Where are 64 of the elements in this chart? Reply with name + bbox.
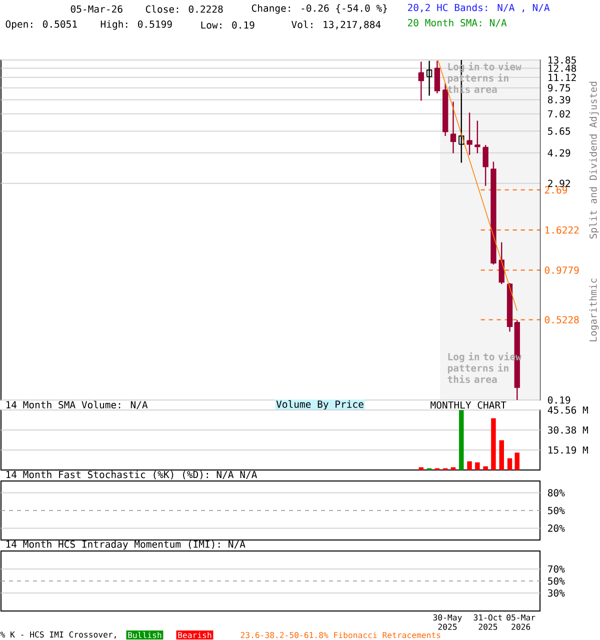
bar [491, 418, 496, 470]
text: Volume By Price [276, 400, 364, 410]
chart-title: 14 Month HCS Intraday Momentum (IMI): N/A [6, 540, 246, 550]
candlestick [482, 144, 488, 186]
y-axis-title: Split and Dividend Adjusted [589, 82, 599, 238]
chart-title: 14 Month SMA Volume: N/A [6, 400, 148, 410]
text: Vol: 13,217,884 [292, 20, 381, 30]
ref-line-label: 1.6222 [545, 226, 579, 234]
y-tick-label: 8.39 [548, 96, 570, 104]
ref-line-label: 0.9779 [544, 266, 579, 274]
y-tick-label: 5.65 [548, 127, 570, 135]
y-tick-label: 13.85 [548, 56, 576, 64]
x-tick-label: 05-Mar 2026 [506, 614, 536, 630]
y-tick-label: 9.75 [548, 84, 570, 92]
text: MONTHLY CHART [430, 401, 506, 409]
x-tick-label: 31-Oct 2025 [474, 614, 502, 630]
bar [467, 461, 472, 470]
y-tick-label: 45.56 M [548, 406, 588, 414]
y-tick-label: 50% [548, 506, 565, 514]
candlestick [434, 60, 440, 94]
chart-title: 14 Month Fast Stochastic (%K) (%D): N/A N/A [6, 470, 258, 480]
y-tick-label: 30% [548, 589, 565, 597]
text: 05-Mar-26 [70, 5, 122, 13]
text: Low: 0.19 [201, 21, 254, 29]
text: Bearish [178, 632, 212, 638]
bar [459, 410, 464, 470]
y-tick-label: 12.48 [548, 64, 576, 72]
ref-line-label: 2.69 [544, 186, 568, 194]
bar [483, 466, 488, 470]
bar [450, 467, 456, 470]
text: Close: 0.2228 [146, 5, 223, 13]
text: Open: 0.5051 [6, 20, 77, 30]
y-tick-label: 80% [548, 489, 565, 496]
text: Logarithmic [589, 278, 599, 342]
bar [507, 458, 512, 470]
bar [418, 467, 424, 470]
x-tick-label: 30-May 2025 [433, 614, 462, 630]
text: Bullish [128, 632, 162, 638]
y-tick-label: 0.19 [548, 396, 570, 404]
y-tick-label: 30.38 M [548, 426, 588, 434]
y-tick-label: 15.19 M [548, 446, 588, 454]
candlestick [474, 120, 480, 154]
bar [475, 462, 480, 470]
text: % K - HCS IMI Crossover, [0, 631, 116, 639]
text: Change: -0.26 {-54.0 %} [252, 4, 387, 14]
candlestick [466, 112, 472, 156]
text: 23.6-38.2-50-61.8% Fibonacci Retracements [240, 632, 440, 638]
y-tick-label: 70% [548, 565, 565, 573]
text: 20 Month SMA: N/A [408, 18, 507, 28]
y-tick-label: 7.02 [548, 110, 570, 118]
y-tick-label: 50% [548, 577, 565, 585]
ref-line-label: 0.5228 [544, 316, 579, 324]
y-tick-label: 20% [548, 524, 565, 532]
y-tick-label: 11.12 [548, 74, 576, 82]
candlestick [426, 60, 432, 96]
candlestick [450, 101, 456, 154]
bar [514, 452, 520, 470]
candlestick [498, 242, 504, 285]
candlestick [418, 61, 424, 102]
y-tick-label: 2.92 [548, 180, 570, 188]
bar [499, 440, 504, 470]
y-tick-label: 4.29 [548, 149, 570, 157]
text: 20,2 HC Bands: N/A , N/A [408, 4, 550, 12]
text: High: 0.5199 [100, 20, 172, 30]
